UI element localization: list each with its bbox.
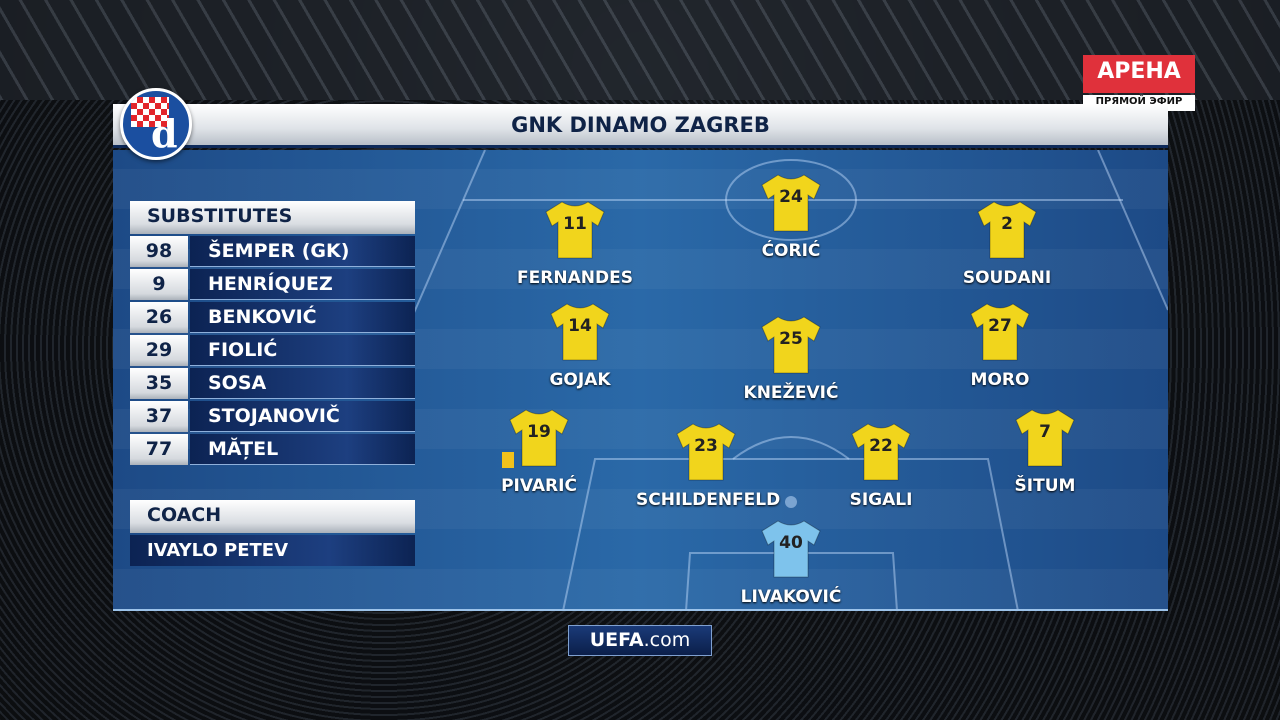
substitute-name: BENKOVIĆ [190, 302, 415, 333]
player-number: 19 [527, 422, 551, 442]
substitute-number: 35 [130, 368, 188, 399]
player-name: ĆORIĆ [761, 241, 821, 261]
substitute-number: 77 [130, 434, 188, 465]
player-name: ŠITUM [1014, 476, 1076, 496]
player-name: KNEŽEVIĆ [743, 383, 839, 403]
player-marker: 25 KNEŽEVIĆ [721, 315, 861, 403]
player-name: SCHILDENFELD [636, 490, 781, 510]
uefa-logo-bold: UEFA [589, 629, 644, 651]
substitute-row: 37 STOJANOVIČ [130, 401, 415, 432]
coach-name: IVAYLO PETEV [130, 535, 415, 566]
player-number: 40 [779, 533, 803, 553]
uefa-logo: UEFA.com [568, 625, 712, 656]
jersey-icon [676, 423, 736, 481]
jersey-icon [550, 303, 610, 361]
player-number: 27 [988, 316, 1012, 336]
player-name: FERNANDES [517, 268, 633, 288]
substitute-name: ŠEMPER (GK) [190, 236, 415, 267]
player-number: 22 [869, 436, 893, 456]
substitute-name: SOSA [190, 368, 415, 399]
team-crest: d [120, 88, 192, 160]
player-number: 23 [694, 436, 718, 456]
substitute-row: 26 BENKOVIĆ [130, 302, 415, 333]
player-marker: 2 SOUDANI [937, 200, 1077, 288]
player-name: GOJAK [549, 370, 611, 390]
jersey-icon [545, 201, 605, 259]
team-name: GNK DINAMO ZAGREB [511, 113, 770, 137]
substitute-row: 9 HENRÍQUEZ [130, 269, 415, 300]
player-number: 25 [779, 329, 803, 349]
substitute-name: STOJANOVIČ [190, 401, 415, 432]
substitute-number: 29 [130, 335, 188, 366]
crest-letter: d [151, 111, 178, 156]
substitute-number: 37 [130, 401, 188, 432]
substitute-row: 35 SOSA [130, 368, 415, 399]
player-number: 2 [1001, 214, 1013, 234]
jersey-icon [977, 201, 1037, 259]
player-name: LIVAKOVIĆ [740, 587, 842, 607]
substitute-number: 26 [130, 302, 188, 333]
jersey-icon [970, 303, 1030, 361]
player-marker: 14 GOJAK [510, 302, 650, 390]
jersey-icon [761, 316, 821, 374]
substitute-row: 77 MĂȚEL [130, 434, 415, 465]
jersey-icon [761, 520, 821, 578]
player-marker: 19 PIVARIĆ [469, 408, 609, 496]
substitutes-panel: SUBSTITUTES 98 ŠEMPER (GK) 9 HENRÍQUEZ 26 BEN… [130, 201, 415, 465]
stadium-roof [0, 0, 1280, 100]
player-marker: 27 MORO [930, 302, 1070, 390]
coach-panel: COACH IVAYLO PETEV [130, 500, 415, 566]
team-header: GNK DINAMO ZAGREB [113, 104, 1168, 148]
jersey-icon [509, 409, 569, 467]
player-marker: 7 ŠITUM [975, 408, 1115, 496]
substitute-number: 9 [130, 269, 188, 300]
substitute-number: 98 [130, 236, 188, 267]
substitute-row: 98 ŠEMPER (GK) [130, 236, 415, 267]
player-name: SOUDANI [962, 268, 1052, 288]
substitute-name: FIOLIĆ [190, 335, 415, 366]
jersey-icon [761, 174, 821, 232]
substitute-row: 29 FIOLIĆ [130, 335, 415, 366]
jersey-icon [1015, 409, 1075, 467]
player-marker: 23 SCHILDENFELD [636, 422, 781, 510]
substitute-name: MĂȚEL [190, 434, 415, 465]
player-marker: 11 FERNANDES [505, 200, 645, 288]
channel-logo: АРЕНА [1083, 55, 1195, 93]
player-marker: 24 ĆORIĆ [721, 173, 861, 261]
substitutes-title: SUBSTITUTES [130, 201, 415, 234]
player-name: MORO [970, 370, 1030, 390]
player-number: 7 [1039, 422, 1051, 442]
uefa-logo-rest: .com [643, 629, 691, 651]
yellow-card-icon [502, 452, 514, 468]
player-number: 24 [779, 187, 803, 207]
player-name: SIGALI [849, 490, 913, 510]
player-marker: 40 LIVAKOVIĆ [721, 519, 861, 607]
player-name: PIVARIĆ [501, 476, 577, 496]
substitute-name: HENRÍQUEZ [190, 269, 415, 300]
player-number: 11 [563, 214, 587, 234]
jersey-icon [851, 423, 911, 481]
player-marker: 22 SIGALI [811, 422, 951, 510]
crest-checkerboard [131, 97, 169, 127]
player-number: 14 [568, 316, 592, 336]
coach-title: COACH [130, 500, 415, 533]
